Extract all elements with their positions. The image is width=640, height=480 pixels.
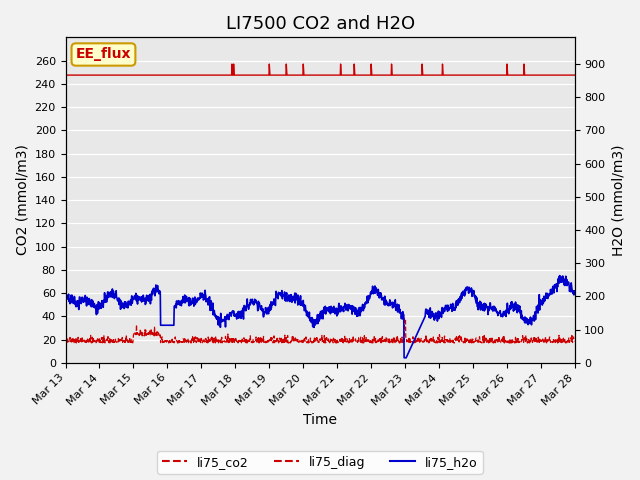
Legend: li75_co2, li75_diag, li75_h2o: li75_co2, li75_diag, li75_h2o: [157, 451, 483, 474]
Y-axis label: CO2 (mmol/m3): CO2 (mmol/m3): [15, 144, 29, 255]
Y-axis label: H2O (mmol/m3): H2O (mmol/m3): [611, 144, 625, 256]
Title: LI7500 CO2 and H2O: LI7500 CO2 and H2O: [225, 15, 415, 33]
Text: EE_flux: EE_flux: [76, 48, 131, 61]
X-axis label: Time: Time: [303, 413, 337, 427]
